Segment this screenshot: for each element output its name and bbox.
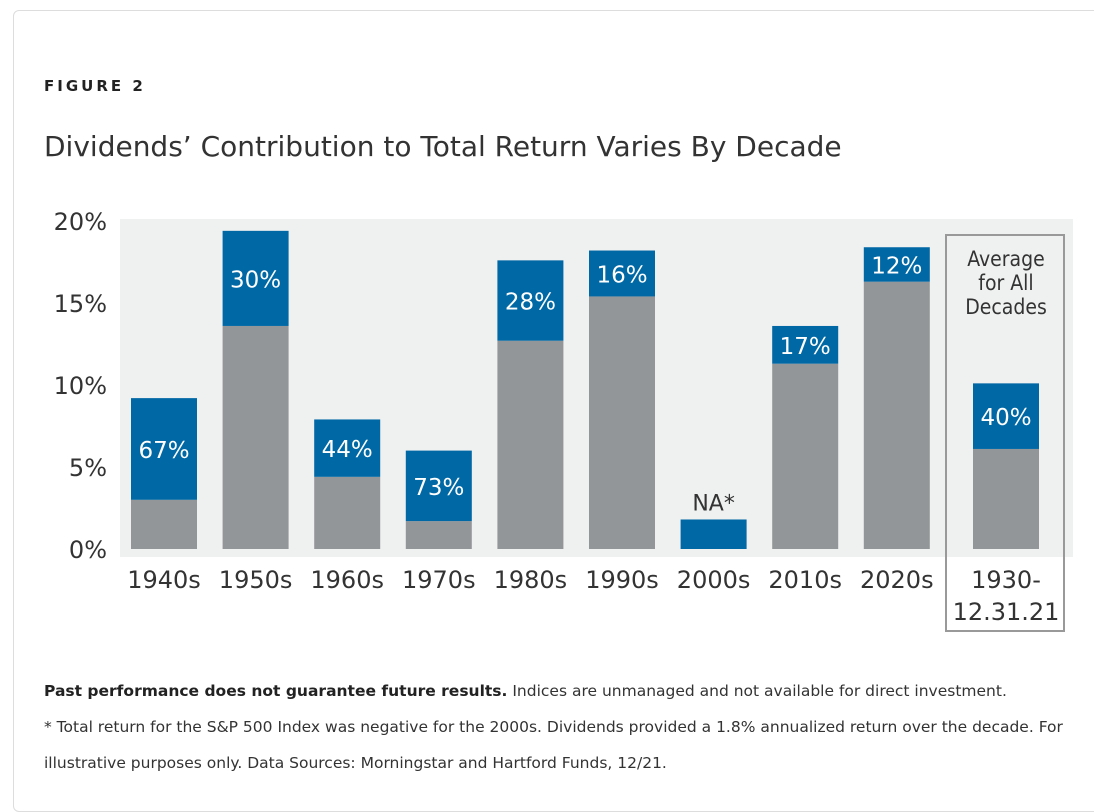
x-tick-label: 2010s	[768, 566, 842, 594]
average-annotation-line: Average	[967, 247, 1044, 271]
bar-dividend-5	[589, 250, 655, 297]
bar-non-dividend-3	[405, 521, 472, 549]
x-tick-label: 1940s	[127, 566, 201, 594]
data-label: 44%	[322, 437, 373, 463]
data-label: 17%	[780, 334, 831, 360]
data-label: 40%	[980, 405, 1031, 431]
bar-non-dividend-8	[863, 281, 930, 549]
y-tick-label: 20%	[54, 208, 107, 236]
footnote-bold: Past performance does not guarantee futu…	[44, 682, 508, 700]
bar-non-dividend-1	[222, 325, 289, 549]
bar-dividend-7	[772, 325, 839, 364]
y-tick-label: 15%	[54, 290, 107, 318]
data-label: 16%	[596, 262, 647, 288]
x-tick-label: 1960s	[310, 566, 384, 594]
bar-dividend-4	[497, 260, 564, 341]
data-label: 67%	[138, 438, 189, 464]
average-highlight-box	[945, 234, 1065, 632]
bar-non-dividend-9	[973, 448, 1039, 549]
bar-dividend-0	[131, 398, 197, 500]
bar-dividend-8	[863, 247, 930, 282]
data-label: 12%	[871, 253, 922, 279]
x-tick-label: 2020s	[860, 566, 934, 594]
bar-dividend-1	[222, 230, 289, 326]
bar-dividend-3	[405, 450, 472, 522]
x-tick-label: 1970s	[402, 566, 476, 594]
bar-non-dividend-2	[314, 476, 381, 549]
data-label: 28%	[505, 290, 556, 316]
data-label: NA*	[692, 491, 735, 516]
bar-dividend-6	[680, 519, 747, 549]
y-tick-label: 5%	[69, 454, 107, 482]
bar-non-dividend-0	[131, 499, 197, 549]
chart-title: Dividends’ Contribution to Total Return …	[44, 130, 842, 163]
x-tick-label: 2000s	[677, 566, 751, 594]
x-tick-label: 1980s	[494, 566, 568, 594]
figure-label: FIGURE 2	[44, 77, 146, 95]
bar-non-dividend-5	[589, 296, 655, 549]
x-tick-label: 12.31.21	[953, 598, 1060, 626]
y-tick-label: 10%	[54, 372, 107, 400]
average-annotation-line: Decades	[965, 295, 1047, 319]
bar-non-dividend-4	[497, 340, 564, 549]
data-label: 30%	[230, 267, 281, 293]
bar-dividend-9	[973, 383, 1039, 449]
average-annotation-line: for All	[978, 271, 1033, 295]
bar-dividend-2	[314, 419, 381, 477]
data-label: 73%	[413, 475, 464, 501]
x-tick-label: 1990s	[585, 566, 659, 594]
footnote-2: * Total return for the S&P 500 Index was…	[44, 718, 1063, 772]
bar-non-dividend-7	[772, 363, 839, 549]
y-tick-label: 0%	[69, 536, 107, 564]
footnote-1-rest: Indices are unmanaged and not available …	[507, 682, 1007, 700]
footnote-1: Past performance does not guarantee futu…	[44, 673, 1064, 709]
x-tick-label: 1930-	[971, 566, 1041, 594]
x-tick-label: 1950s	[219, 566, 293, 594]
